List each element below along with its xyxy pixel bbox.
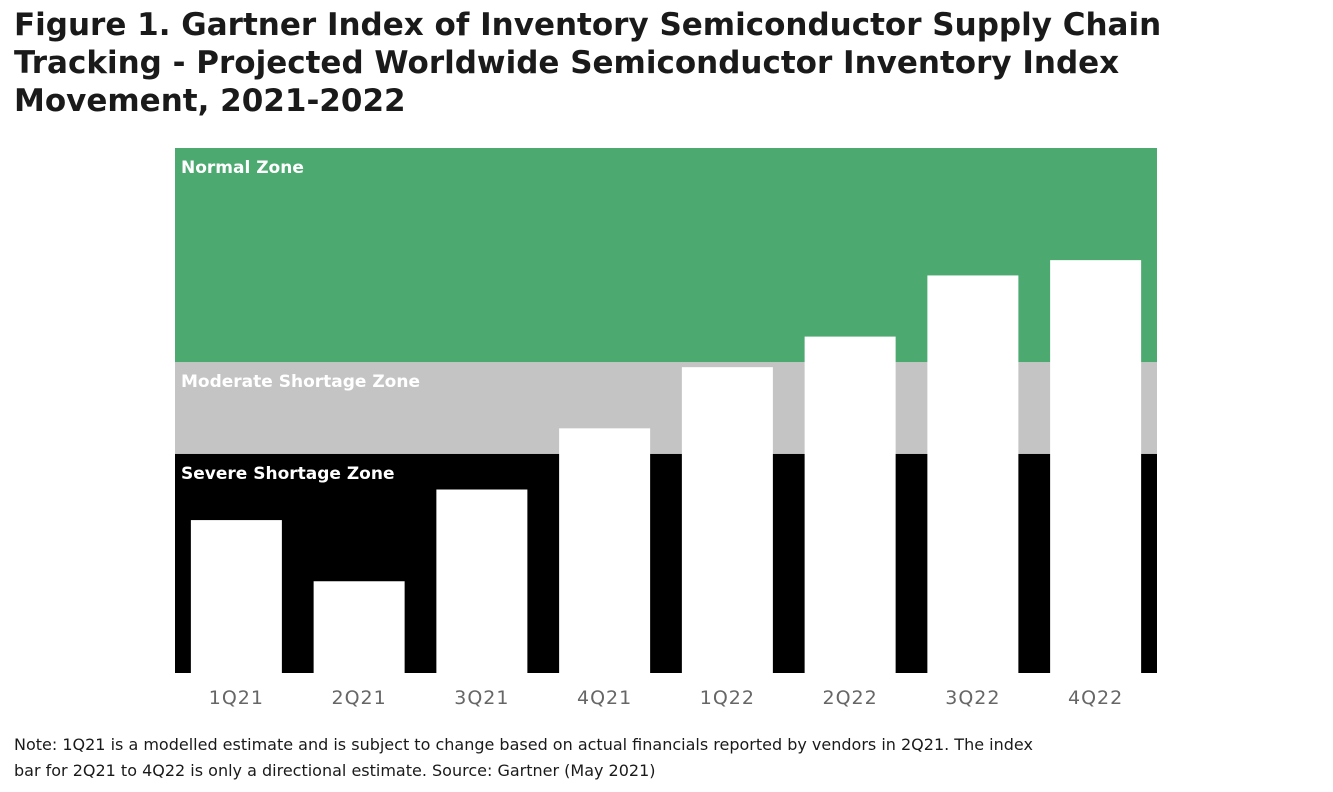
bar-2q22 [804, 336, 896, 673]
x-tick-label-2q22: 2Q22 [823, 687, 878, 709]
bar-1q22 [681, 367, 773, 673]
x-tick-label-3q21: 3Q21 [454, 687, 509, 709]
bar-4q22 [1050, 260, 1142, 673]
bar-3q22 [927, 275, 1019, 673]
zone-label-severe-shortage-zone: Severe Shortage Zone [181, 464, 394, 484]
zone-labels-layer: Severe Shortage Zone Moderate Shortage Zo… [181, 158, 420, 484]
bar-4q21 [559, 428, 651, 673]
x-tick-label-4q22: 4Q22 [1068, 687, 1123, 709]
x-axis-ticks: 1Q21 2Q21 3Q21 4Q21 1Q22 2Q22 3Q22 4Q22 [209, 687, 1123, 709]
zone-label-moderate-shortage-zone: Moderate Shortage Zone [181, 372, 420, 392]
chart-note: Note: 1Q21 is a modelled estimate and is… [14, 732, 1324, 784]
x-tick-label-4q21: 4Q21 [577, 687, 632, 709]
chart-note-line-2: bar for 2Q21 to 4Q22 is only a direction… [14, 761, 656, 780]
chart-title-line-2: Tracking - Projected Worldwide Semicondu… [14, 45, 1120, 81]
chart-note-line-1: Note: 1Q21 is a modelled estimate and is… [14, 735, 1033, 754]
chart-title: Figure 1. Gartner Index of Inventory Sem… [14, 6, 1304, 120]
bar-2q21 [313, 581, 405, 673]
x-tick-label-1q21: 1Q21 [209, 687, 264, 709]
chart-title-line-3: Movement, 2021-2022 [14, 83, 406, 119]
chart-title-line-1: Figure 1. Gartner Index of Inventory Sem… [14, 7, 1162, 43]
x-tick-label-1q22: 1Q22 [700, 687, 755, 709]
bars-layer [190, 260, 1142, 673]
bar-3q21 [436, 489, 528, 673]
x-tick-label-3q22: 3Q22 [945, 687, 1000, 709]
zone-label-normal-zone: Normal Zone [181, 158, 304, 178]
bar-1q21 [190, 520, 282, 673]
x-tick-label-2q21: 2Q21 [332, 687, 387, 709]
bar-chart: Severe Shortage Zone Moderate Shortage Zo… [175, 148, 1157, 709]
